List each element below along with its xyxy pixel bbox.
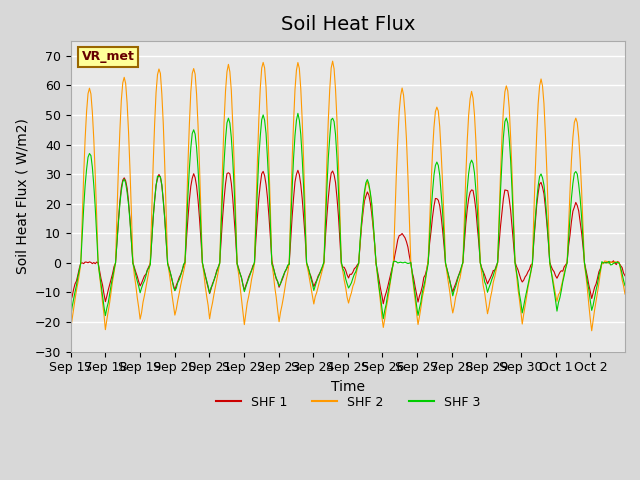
SHF 2: [86, 85, 93, 91]
SHF 3: [380, 316, 387, 322]
SHF 3: [67, 314, 74, 320]
SHF 3: [547, 268, 555, 274]
SHF 3: [294, 110, 301, 116]
SHF 3: [621, 283, 629, 288]
SHF 1: [620, 270, 627, 276]
SHF 2: [353, 266, 361, 272]
SHF 3: [620, 277, 627, 283]
SHF 1: [621, 273, 629, 279]
Legend: SHF 1, SHF 2, SHF 3: SHF 1, SHF 2, SHF 3: [211, 391, 485, 414]
SHF 3: [86, 151, 93, 156]
SHF 1: [353, 262, 361, 268]
SHF 2: [588, 328, 596, 334]
SHF 3: [465, 170, 472, 176]
Y-axis label: Soil Heat Flux ( W/m2): Soil Heat Flux ( W/m2): [15, 119, 29, 274]
Line: SHF 2: SHF 2: [70, 61, 625, 331]
SHF 3: [103, 305, 111, 311]
SHF 2: [546, 261, 554, 267]
SHF 2: [620, 283, 627, 288]
SHF 1: [547, 264, 555, 269]
SHF 1: [380, 301, 387, 307]
Line: SHF 1: SHF 1: [70, 170, 625, 304]
X-axis label: Time: Time: [331, 380, 365, 394]
SHF 2: [329, 58, 337, 64]
Title: Soil Heat Flux: Soil Heat Flux: [280, 15, 415, 34]
SHF 1: [103, 293, 111, 299]
SHF 1: [86, 259, 93, 265]
SHF 1: [294, 168, 301, 173]
SHF 2: [621, 291, 629, 297]
SHF 1: [465, 196, 472, 202]
SHF 3: [353, 264, 361, 270]
Text: VR_met: VR_met: [82, 50, 134, 63]
SHF 2: [463, 138, 471, 144]
Line: SHF 3: SHF 3: [70, 113, 625, 319]
SHF 2: [103, 317, 111, 323]
SHF 2: [67, 326, 74, 332]
SHF 1: [67, 298, 74, 304]
